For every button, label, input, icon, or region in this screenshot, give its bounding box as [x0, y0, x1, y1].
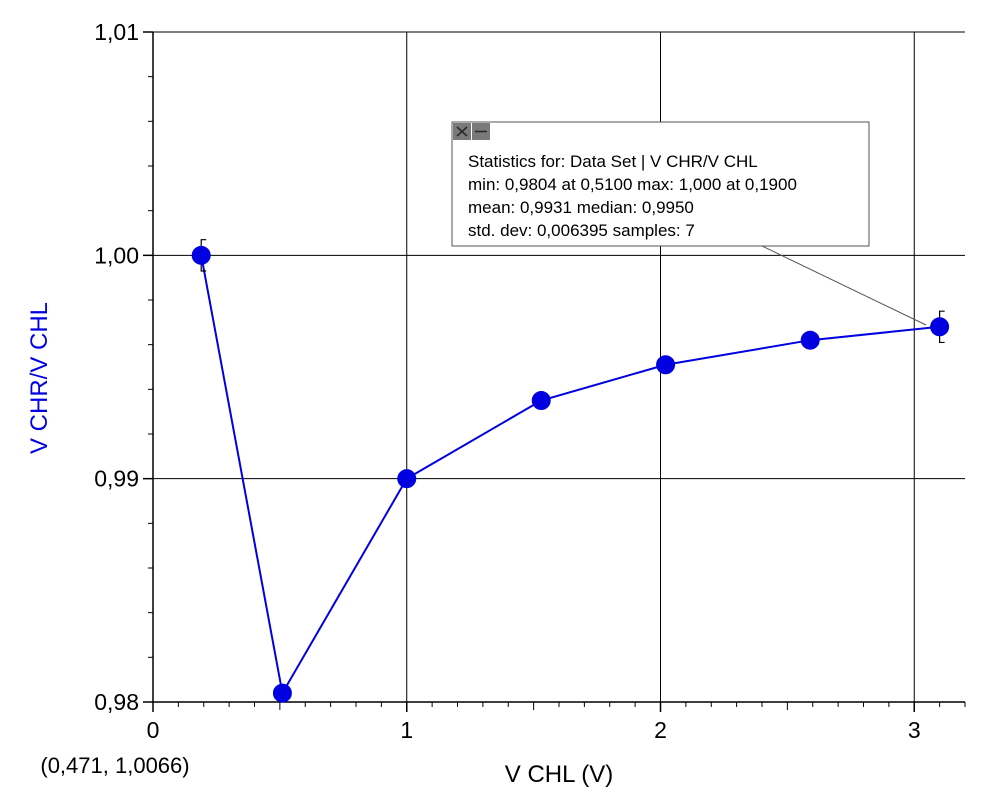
data-point [191, 245, 211, 265]
data-point [656, 355, 676, 375]
cursor-readout: (0,471, 1,0066) [40, 753, 189, 778]
data-point [531, 391, 551, 410]
points-layer [191, 245, 950, 703]
y-tick-label: 1,01 [94, 19, 139, 45]
data-point [272, 683, 292, 703]
stats-line-4: std. dev: 0,006395 samples: 7 [468, 221, 695, 240]
stats-leader-line [761, 245, 927, 326]
series-line [200, 255, 940, 696]
x-tick-label: 3 [908, 717, 921, 743]
y-tick-label: 0,99 [94, 466, 139, 492]
labels-layer: 0,98 0,99 1,00 1,01 0 1 2 3 [94, 19, 920, 743]
data-point [800, 330, 820, 350]
stats-box-frame [451, 121, 870, 247]
series-layer [200, 255, 940, 696]
close-icon [456, 126, 468, 137]
y-tick-label: 0,98 [94, 689, 139, 715]
stats-line-3: mean: 0,9931 median: 0,9950 [468, 198, 694, 217]
data-point [930, 317, 950, 337]
x-axis-title: V CHL (V) [505, 761, 613, 788]
ticks-layer [143, 31, 966, 712]
stats-line-1: Statistics for: Data Set | V CHR/V CHL [468, 152, 758, 171]
x-tick-label: 1 [400, 717, 413, 743]
close-button[interactable] [453, 123, 471, 140]
stats-box[interactable]: Statistics for: Data Set | V CHR/V CHL m… [451, 121, 870, 247]
y-axis-title: V CHR/V CHL [26, 302, 53, 454]
minimize-button[interactable] [472, 123, 490, 140]
data-point [397, 469, 417, 489]
stats-line-2: min: 0,9804 at 0,5100 max: 1,000 at 0,19… [468, 175, 797, 194]
y-tick-label: 1,00 [94, 242, 139, 268]
x-tick-label: 2 [654, 717, 667, 743]
x-tick-label: 0 [147, 717, 160, 743]
